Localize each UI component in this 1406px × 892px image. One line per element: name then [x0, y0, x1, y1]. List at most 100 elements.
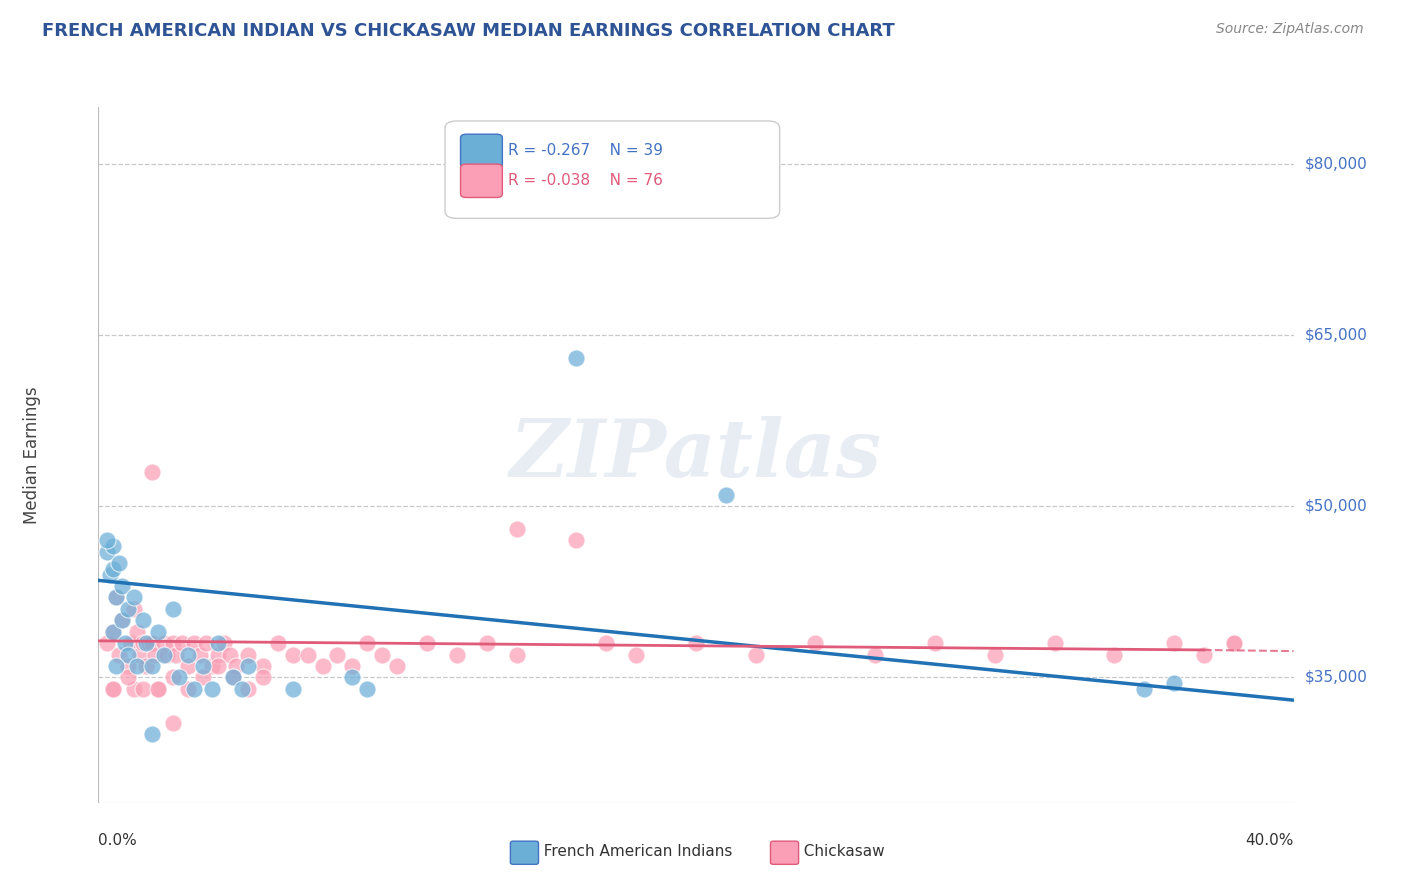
Point	[117, 648, 139, 662]
Point	[281, 648, 304, 662]
Point	[135, 659, 157, 673]
Point	[153, 648, 176, 662]
Point	[685, 636, 707, 650]
Text: $35,000: $35,000	[1305, 670, 1368, 685]
Text: 0.0%: 0.0%	[98, 833, 138, 848]
Point	[191, 670, 214, 684]
Point	[506, 522, 529, 536]
Point	[595, 636, 617, 650]
Point	[105, 591, 128, 605]
Point	[162, 715, 184, 730]
Point	[225, 659, 247, 673]
FancyBboxPatch shape	[461, 134, 502, 168]
Point	[222, 670, 245, 684]
Point	[141, 636, 163, 650]
Point	[1192, 648, 1215, 662]
Point	[385, 659, 409, 673]
Point	[236, 659, 259, 673]
Point	[371, 648, 394, 662]
Point	[177, 681, 200, 696]
Point	[475, 636, 498, 650]
Text: Source: ZipAtlas.com: Source: ZipAtlas.com	[1216, 22, 1364, 37]
Point	[983, 648, 1005, 662]
Point	[153, 636, 176, 650]
Point	[148, 624, 170, 639]
Point	[416, 636, 439, 650]
Point	[162, 636, 184, 650]
Point	[865, 648, 887, 662]
Point	[183, 636, 205, 650]
Point	[132, 636, 155, 650]
Point	[124, 591, 146, 605]
Point	[356, 681, 378, 696]
Text: 40.0%: 40.0%	[1246, 833, 1294, 848]
Point	[108, 556, 131, 570]
Point	[267, 636, 290, 650]
Point	[1223, 636, 1246, 650]
Point	[114, 636, 136, 650]
Point	[207, 648, 229, 662]
Text: Median Earnings: Median Earnings	[22, 386, 41, 524]
Point	[172, 636, 194, 650]
Text: R = -0.038    N = 76: R = -0.038 N = 76	[509, 173, 664, 188]
Point	[281, 681, 304, 696]
FancyBboxPatch shape	[461, 164, 502, 197]
Point	[103, 624, 125, 639]
Point	[96, 636, 118, 650]
Point	[804, 636, 827, 650]
Point	[207, 659, 229, 673]
Point	[98, 567, 122, 582]
Point	[565, 351, 588, 365]
Point	[162, 602, 184, 616]
Point	[1163, 636, 1185, 650]
Point	[105, 591, 128, 605]
Text: Chickasaw: Chickasaw	[794, 845, 884, 859]
Text: French American Indians: French American Indians	[534, 845, 733, 859]
Point	[111, 613, 134, 627]
FancyBboxPatch shape	[444, 121, 779, 219]
Point	[506, 648, 529, 662]
Point	[1223, 636, 1246, 650]
Text: $65,000: $65,000	[1305, 327, 1368, 343]
Point	[156, 648, 179, 662]
Point	[132, 681, 155, 696]
Point	[188, 648, 211, 662]
Point	[96, 533, 118, 548]
Point	[624, 648, 647, 662]
Point	[124, 602, 146, 616]
Point	[177, 659, 200, 673]
Point	[127, 624, 149, 639]
Point	[141, 659, 163, 673]
Point	[148, 681, 170, 696]
Point	[96, 545, 118, 559]
Point	[1104, 648, 1126, 662]
Point	[297, 648, 319, 662]
Point	[219, 648, 242, 662]
Point	[191, 659, 214, 673]
Point	[177, 648, 200, 662]
Text: $80,000: $80,000	[1305, 157, 1368, 171]
Point	[252, 659, 274, 673]
Point	[714, 488, 737, 502]
Point	[129, 648, 152, 662]
Point	[141, 465, 163, 479]
Text: R = -0.267    N = 39: R = -0.267 N = 39	[509, 144, 664, 159]
Point	[124, 681, 146, 696]
Point	[141, 727, 163, 741]
Point	[231, 681, 253, 696]
Point	[565, 533, 588, 548]
Point	[103, 681, 125, 696]
Text: $50,000: $50,000	[1305, 499, 1368, 514]
Point	[1163, 676, 1185, 690]
Point	[135, 636, 157, 650]
Point	[342, 659, 364, 673]
Point	[326, 648, 349, 662]
Point	[117, 670, 139, 684]
Point	[1133, 681, 1156, 696]
Point	[162, 670, 184, 684]
Point	[183, 681, 205, 696]
Point	[252, 670, 274, 684]
Point	[207, 636, 229, 650]
Point	[103, 624, 125, 639]
Point	[103, 539, 125, 553]
